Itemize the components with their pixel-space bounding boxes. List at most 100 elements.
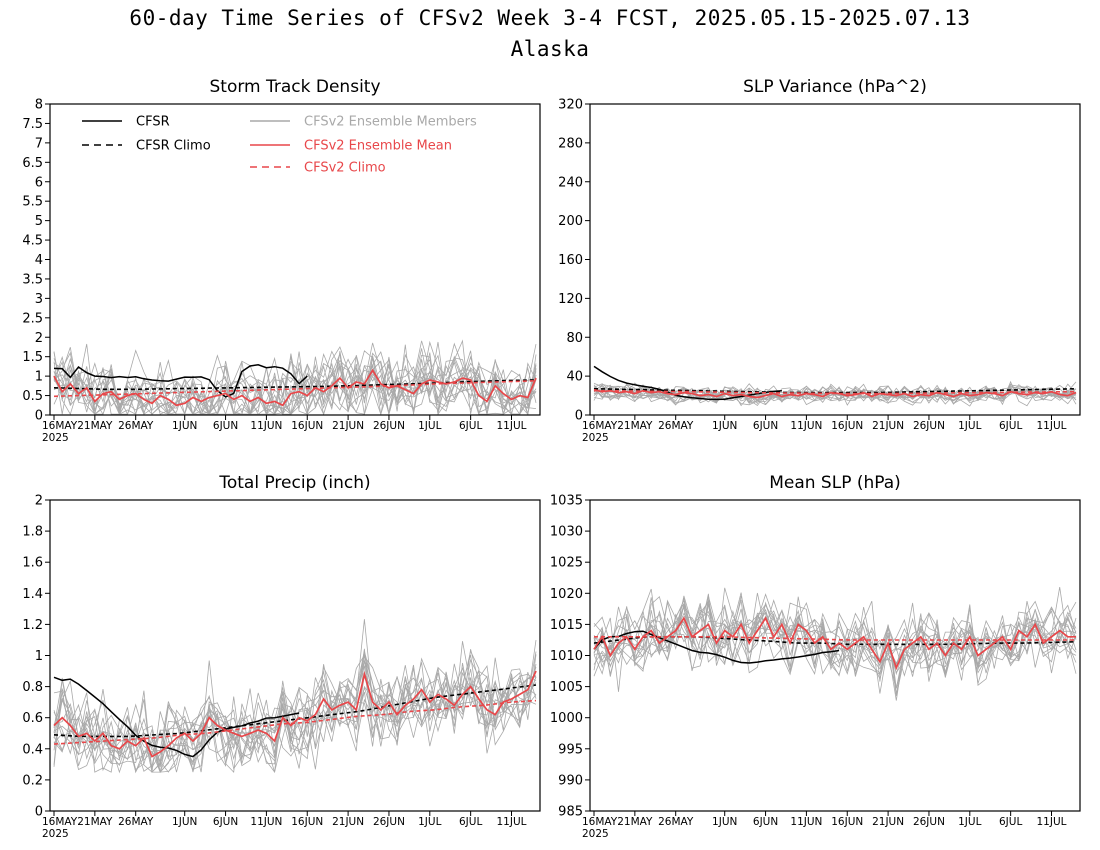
x-tick-label: 16MAY (582, 816, 618, 828)
y-tick-label: 6.5 (22, 156, 43, 171)
x-tick-label: 1JUN (172, 420, 197, 432)
ensemble-member-line (53, 349, 537, 415)
ensemble-member-line (593, 383, 1077, 407)
cfsr-line (53, 364, 308, 398)
legend-cfsr-climo-label: CFSR Climo (136, 139, 211, 154)
chart-panel-1: SLP Variance (hPa^2) 0 40 80 120 160 200 240 280… (558, 77, 1081, 444)
x-tick-label: 21MAY (77, 816, 113, 828)
x-tick-label: 26MAY (118, 420, 154, 432)
y-tick-label: 990 (558, 773, 583, 788)
legend-members-label: CFSv2 Ensemble Members (304, 115, 477, 130)
ensemble-member-line (593, 587, 1077, 675)
cfsv2-climo-line (594, 635, 1076, 641)
series-group (53, 619, 537, 774)
cfsr-line (593, 365, 782, 401)
cfsv2-climo-line (593, 389, 1076, 395)
plot-frame (589, 499, 1081, 812)
x-tick-label: 21JUN (332, 420, 364, 432)
x-tick-label: 1JUN (712, 420, 737, 432)
figure-title: 60-day Time Series of CFSv2 Week 3-4 FCS… (129, 6, 971, 30)
cfsv2-climo-line (53, 380, 537, 398)
x-year-label: 2025 (42, 828, 69, 840)
series-group (593, 365, 1077, 407)
y-tick-label: 1030 (550, 525, 583, 540)
x-tick-label: 11JUL (1036, 420, 1066, 432)
y-tick-label: 160 (558, 253, 583, 268)
ensemble-member-line (53, 663, 537, 773)
x-tick-label: 26JUN (913, 420, 945, 432)
y-tick-label: 1 (35, 370, 43, 385)
ensemble-member-line (53, 350, 537, 415)
x-tick-label: 6JUN (753, 816, 778, 828)
y-tick-label: 1000 (550, 711, 583, 726)
chart-panel-3: Mean SLP (hPa) 985 990 995 1000 1005 1010 1015 1… (550, 473, 1081, 840)
x-tick-label: 21MAY (77, 420, 113, 432)
y-tick-label: 3 (35, 292, 43, 307)
y-tick-label: 4 (35, 253, 43, 268)
legend-cfsv2-climo-label: CFSv2 Climo (304, 161, 386, 176)
chart-title: Mean SLP (hPa) (769, 473, 901, 493)
x-tick-label: 6JUN (213, 420, 238, 432)
series-group (53, 339, 537, 415)
y-tick-label: 1.6 (22, 556, 43, 571)
x-tick-label: 16JUN (291, 816, 323, 828)
y-tick-label: 2.5 (22, 311, 43, 326)
x-tick-label: 11JUN (250, 420, 282, 432)
x-tick-label: 11JUL (496, 816, 526, 828)
x-tick-label: 26JUN (373, 816, 405, 828)
x-tick-label: 6JUL (459, 816, 482, 828)
x-tick-label: 21JUN (872, 420, 904, 432)
y-tick-label: 1035 (550, 494, 583, 509)
y-tick-label: 1015 (550, 618, 583, 633)
y-tick-label: 0 (35, 409, 43, 424)
x-tick-label: 11JUN (250, 816, 282, 828)
ensemble-member-line (53, 668, 537, 773)
x-tick-label: 1JUL (958, 420, 981, 432)
y-tick-label: 6 (35, 175, 43, 190)
y-tick-label: 0.5 (22, 389, 43, 404)
legend-cfsr-label: CFSR (136, 115, 170, 130)
x-year-label: 2025 (582, 828, 609, 840)
y-tick-label: 320 (558, 98, 583, 113)
y-tick-label: 0 (35, 805, 43, 820)
y-tick-label: 995 (558, 742, 583, 757)
y-tick-label: 0.2 (22, 773, 43, 788)
ensemble-member-line (53, 353, 537, 415)
x-tick-label: 26MAY (658, 816, 694, 828)
ensemble-member-line (53, 346, 537, 415)
cfsr-line (593, 630, 840, 664)
x-tick-label: 11JUL (496, 420, 526, 432)
y-tick-label: 1 (35, 649, 43, 664)
x-tick-label: 16MAY (42, 816, 78, 828)
y-tick-label: 1010 (550, 649, 583, 664)
plot-frame (49, 499, 541, 812)
y-tick-label: 80 (566, 331, 583, 346)
x-tick-label: 1JUL (958, 816, 981, 828)
x-tick-label: 1JUN (712, 816, 737, 828)
y-tick-label: 1005 (550, 680, 583, 695)
x-tick-label: 6JUN (213, 816, 238, 828)
chart-title: SLP Variance (hPa^2) (743, 77, 927, 97)
y-tick-label: 3.5 (22, 272, 43, 287)
x-tick-label: 11JUN (790, 816, 822, 828)
x-tick-label: 26MAY (118, 816, 154, 828)
x-tick-label: 11JUL (1036, 816, 1066, 828)
y-tick-label: 1020 (550, 587, 583, 602)
x-tick-label: 16JUN (831, 816, 863, 828)
y-tick-label: 0.8 (22, 680, 43, 695)
ensemble-member-line (53, 653, 537, 773)
y-tick-label: 1.5 (22, 350, 43, 365)
x-tick-label: 16MAY (42, 420, 78, 432)
y-tick-label: 7.5 (22, 117, 43, 132)
y-tick-label: 120 (558, 292, 583, 307)
series-group (593, 587, 1077, 701)
x-tick-label: 26JUN (373, 420, 405, 432)
y-tick-label: 0 (575, 409, 583, 424)
y-tick-label: 200 (558, 214, 583, 229)
legend-mean-label: CFSv2 Ensemble Mean (304, 139, 452, 154)
ensemble-member-line (593, 595, 1077, 694)
x-tick-label: 6JUL (459, 420, 482, 432)
x-tick-label: 16MAY (582, 420, 618, 432)
cfsr-line (53, 676, 300, 758)
